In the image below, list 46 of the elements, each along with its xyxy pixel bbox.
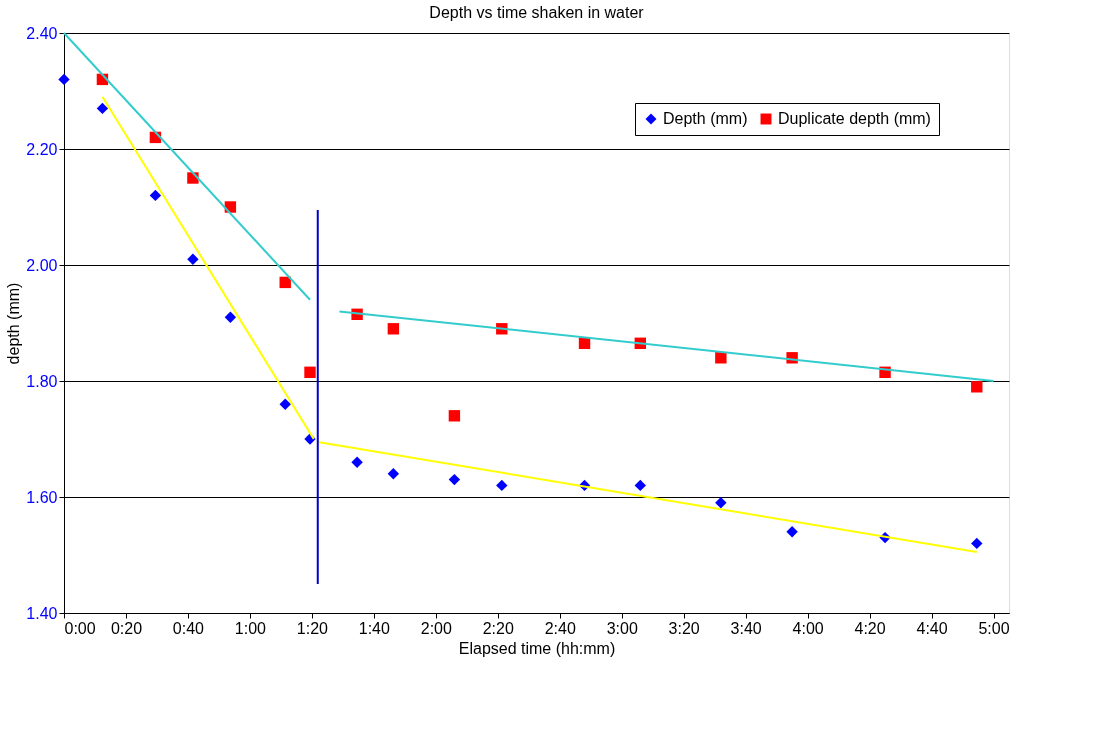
chart-title: Depth vs time shaken in water	[429, 4, 645, 21]
point	[715, 352, 727, 364]
x-tick-label: 5:00	[978, 619, 1010, 637]
x-tick-label: 3:40	[730, 619, 762, 637]
y-tick-label: 2.00	[26, 256, 58, 274]
point	[971, 537, 983, 550]
point	[448, 473, 461, 486]
point	[96, 102, 109, 115]
x-tick-label: 2:00	[420, 619, 452, 637]
point	[351, 456, 363, 468]
point	[971, 381, 983, 393]
y-tick-label: 1.60	[26, 488, 58, 506]
point	[496, 479, 508, 492]
y-tick-label: 1.40	[26, 604, 58, 622]
point	[187, 253, 199, 265]
x-tick-label: 1:40	[358, 619, 391, 637]
point	[387, 323, 400, 335]
x-tick-label: 0:00	[64, 619, 96, 637]
x-tick-label: 0:20	[110, 619, 143, 637]
point	[634, 479, 646, 492]
y-tick-label: 1.80	[26, 372, 58, 390]
x-axis-title: Elapsed time (hh:mm)	[458, 639, 616, 657]
point	[786, 526, 798, 538]
point	[279, 398, 291, 410]
point	[715, 497, 727, 509]
x-tick-label: 4:20	[854, 619, 886, 637]
x-tick-label: 4:40	[916, 619, 948, 637]
y-tick-label: 2.20	[26, 140, 58, 158]
x-tick-label: 1:00	[234, 619, 267, 637]
point	[387, 468, 400, 480]
point	[149, 189, 162, 202]
x-tick-label: 3:20	[668, 619, 700, 637]
point	[224, 311, 237, 323]
x-tick-label: 0:40	[172, 619, 205, 637]
point	[448, 410, 461, 422]
x-tick-label: 2:40	[544, 619, 576, 637]
legend-label: Duplicate depth (mm)	[778, 110, 931, 127]
point	[304, 366, 316, 378]
x-tick-label: 4:00	[792, 619, 824, 637]
x-tick-label: 3:00	[606, 619, 638, 637]
x-tick-label: 2:20	[482, 619, 514, 637]
point	[58, 73, 70, 86]
x-tick-label: 1:20	[296, 619, 329, 637]
y-tick-label: 2.40	[26, 24, 58, 42]
legend-label: Depth (mm)	[663, 110, 748, 127]
y-axis-title: depth (mm)	[5, 282, 23, 365]
